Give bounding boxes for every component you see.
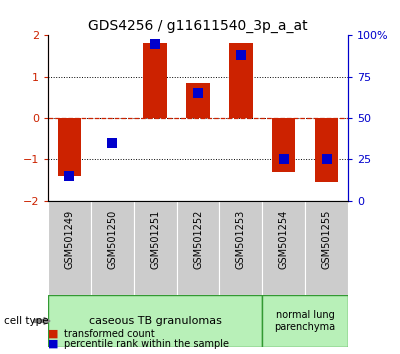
Text: GSM501251: GSM501251 [150, 210, 160, 269]
Point [195, 90, 201, 96]
Bar [229, 43, 253, 118]
Bar [262, 201, 305, 295]
Text: percentile rank within the sample: percentile rank within the sample [64, 339, 229, 349]
Text: GSM501255: GSM501255 [322, 210, 332, 269]
Bar [48, 295, 262, 347]
Bar [272, 118, 296, 172]
Bar [58, 118, 81, 176]
Text: transformed count: transformed count [64, 329, 155, 339]
Text: GDS4256 / g11611540_3p_a_at: GDS4256 / g11611540_3p_a_at [88, 19, 308, 34]
Text: ■: ■ [48, 339, 58, 349]
Bar [315, 118, 338, 182]
Bar [134, 201, 176, 295]
Text: GSM501252: GSM501252 [193, 210, 203, 269]
Point [66, 173, 73, 179]
Bar [91, 201, 134, 295]
Bar [305, 201, 348, 295]
Point [152, 41, 158, 46]
Text: GSM501253: GSM501253 [236, 210, 246, 269]
Text: cell type: cell type [4, 316, 49, 326]
Text: GSM501250: GSM501250 [107, 210, 117, 269]
Point [280, 156, 287, 162]
Text: caseous TB granulomas: caseous TB granulomas [89, 316, 222, 326]
Text: normal lung
parenchyma: normal lung parenchyma [274, 310, 336, 332]
Bar [143, 43, 167, 118]
Text: GSM501249: GSM501249 [64, 210, 74, 269]
Bar [262, 295, 348, 347]
Point [323, 156, 330, 162]
Bar [186, 83, 210, 118]
Text: ■: ■ [48, 329, 58, 339]
Bar [220, 201, 262, 295]
Bar [48, 201, 91, 295]
Bar [176, 201, 220, 295]
Point [109, 140, 116, 145]
Text: GSM501254: GSM501254 [279, 210, 289, 269]
Point [238, 52, 244, 58]
